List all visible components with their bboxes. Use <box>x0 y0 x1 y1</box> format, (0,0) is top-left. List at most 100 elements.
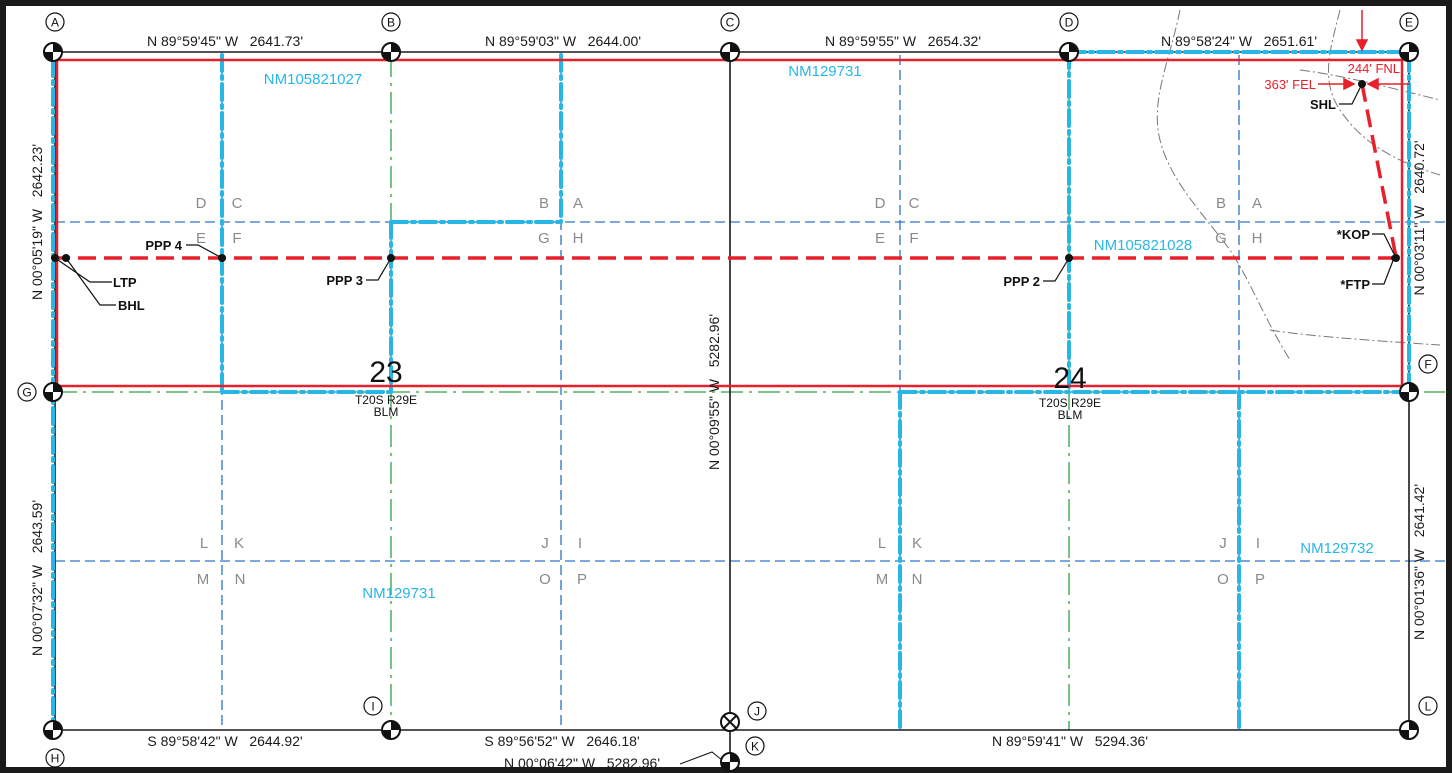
aliquot-m: M <box>197 571 210 588</box>
corner-label-g: G <box>22 386 31 400</box>
aliquot-p: P <box>577 571 587 588</box>
bearing-left-lower: N 00°07'32" W 2643.59' <box>29 500 45 656</box>
corner-label-c: C <box>726 16 735 30</box>
aliquot-i-24: I <box>1256 535 1260 552</box>
aliquot-j: J <box>541 535 549 552</box>
lease-label-5: NM129732 <box>1300 540 1373 557</box>
section-number-24: 24 <box>1053 362 1086 395</box>
aliquot-e: E <box>196 230 206 247</box>
corner-label-h: H <box>51 752 60 766</box>
aliquot-g-24: G <box>1215 230 1227 247</box>
shl-offset-arrows <box>1318 10 1410 91</box>
monument-b <box>381 42 401 62</box>
bearing-bottom-jl: N 89°59'41" W 5294.36' <box>992 733 1148 749</box>
aliquot-d-24: D <box>875 195 886 212</box>
aliquot-h: H <box>573 230 584 247</box>
monument-c <box>720 42 740 62</box>
ppp2-label: PPP 2 <box>1003 274 1040 289</box>
aliquot-i: I <box>578 535 582 552</box>
well-point-labels: LTP BHL PPP 4 PPP 3 PPP 2 *KOP *FTP SHL <box>113 97 1370 313</box>
corner-label-a: A <box>51 16 59 30</box>
ppp3-label: PPP 3 <box>326 273 363 288</box>
aliquot-p-24: P <box>1255 571 1265 588</box>
aliquot-l: L <box>200 535 208 552</box>
aliquot-o-24: O <box>1217 571 1229 588</box>
monument-i <box>381 720 401 740</box>
aliquot-f: F <box>232 230 241 247</box>
monument-l <box>1399 720 1419 740</box>
ppp4-label: PPP 4 <box>145 238 182 253</box>
tie-leader <box>679 751 723 765</box>
bearing-top-de: N 89°58'24" W 2651.61' <box>1161 33 1317 49</box>
section-23-label: 23 T20S R29E BLM <box>355 356 417 419</box>
aliquot-k: K <box>234 535 244 552</box>
bearing-labels: N 89°59'45" W 2641.73' N 89°59'03" W 264… <box>29 33 1427 771</box>
section-23-agency: BLM <box>374 405 399 419</box>
section-24-agency: BLM <box>1058 408 1083 422</box>
aliquot-n: N <box>235 571 246 588</box>
lease-label-2: NM129731 <box>788 63 861 80</box>
aliquot-c: C <box>232 195 243 212</box>
bearing-right-lower: N 00°01'36" W 2641.42' <box>1411 484 1427 640</box>
section-number-23: 23 <box>369 356 402 389</box>
bearing-left-upper: N 00°05'19" W 2642.23' <box>29 144 45 300</box>
corner-labels: A B C D E F G H I J K L <box>17 12 1438 768</box>
monument-d <box>1059 42 1079 62</box>
bearing-tie-k: N 00°06'42" W 5282.96' <box>504 755 660 771</box>
aliquot-j-24: J <box>1219 535 1227 552</box>
bearing-top-bc: N 89°59'03" W 2644.00' <box>485 33 641 49</box>
lease-boundaries <box>51 50 1411 730</box>
corner-label-b: B <box>387 16 395 30</box>
fnl-offset-label: 244' FNL <box>1348 61 1400 76</box>
bhl-label: BHL <box>118 298 145 313</box>
monument-j <box>720 712 740 732</box>
section-23-township: T20S R29E <box>355 393 417 407</box>
leader-lines <box>54 83 1397 306</box>
shl-label: SHL <box>1310 97 1336 112</box>
bearing-right-upper: N 00°03'11" W 2640.72' <box>1411 141 1427 296</box>
lease-label-1: NM105821027 <box>264 71 362 88</box>
bearing-center-vertical: N 00°09'55" W 5282.96' <box>706 314 722 470</box>
ftp-label: *FTP <box>1340 277 1370 292</box>
aliquot-b-24: B <box>1216 195 1226 212</box>
corner-label-f: F <box>1424 358 1431 372</box>
wellbore-path <box>57 83 1398 260</box>
monument-h <box>43 720 63 740</box>
corner-label-i: I <box>371 700 374 714</box>
aliquot-a-24: A <box>1252 195 1262 212</box>
corner-label-l: L <box>1425 700 1432 714</box>
lease-label-4: NM129731 <box>362 585 435 602</box>
monument-g <box>43 382 63 402</box>
kop-label: *KOP <box>1337 227 1371 242</box>
fel-offset-label: 363' FEL <box>1264 77 1316 92</box>
monument-e <box>1399 42 1419 62</box>
bearing-top-cd: N 89°59'55" W 2654.32' <box>825 33 981 49</box>
aliquot-g: G <box>538 230 550 247</box>
corner-label-j: J <box>754 705 760 719</box>
bearing-top-ab: N 89°59'45" W 2641.73' <box>147 33 303 49</box>
aliquot-d: D <box>196 195 207 212</box>
aliquot-n-24: N <box>912 571 923 588</box>
lease-label-3: NM105821028 <box>1094 237 1192 254</box>
aliquot-m-24: M <box>876 571 889 588</box>
section-24-township: T20S R29E <box>1039 396 1101 410</box>
section-24-label: 24 T20S R29E BLM <box>1039 362 1101 422</box>
aliquot-c-24: C <box>909 195 920 212</box>
aliquot-k-24: K <box>912 535 922 552</box>
corner-label-e: E <box>1405 16 1413 30</box>
bearing-bottom-ij: S 89°56'52" W 2646.18' <box>484 733 639 749</box>
monument-k <box>720 752 740 772</box>
well-point-markers <box>51 80 1400 262</box>
ltp-label: LTP <box>113 275 137 290</box>
aliquot-l-24: L <box>878 535 886 552</box>
aliquot-o: O <box>539 571 551 588</box>
corner-label-d: D <box>1065 16 1074 30</box>
aliquot-h-24: H <box>1252 230 1263 247</box>
monument-f <box>1399 382 1419 402</box>
aliquot-f-24: F <box>909 230 918 247</box>
aliquot-labels: D C B A E F G H D C B A E F G H L K J I … <box>196 195 1265 588</box>
corner-monuments <box>43 42 1419 772</box>
monument-a <box>43 42 63 62</box>
section-lines <box>54 51 1410 760</box>
